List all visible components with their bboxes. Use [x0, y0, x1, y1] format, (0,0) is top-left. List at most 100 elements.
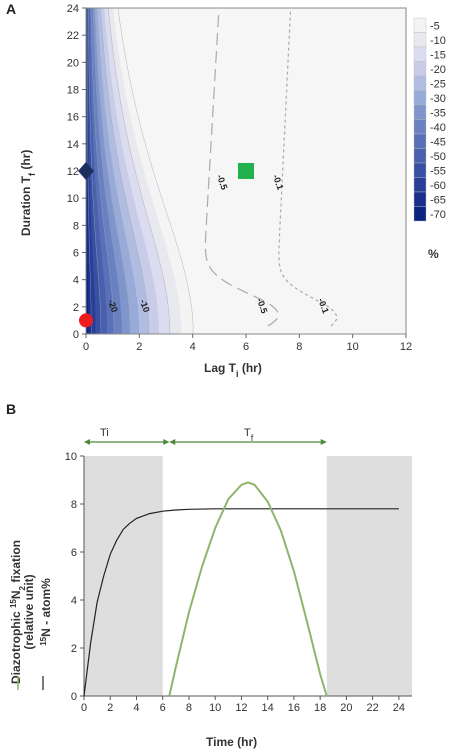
shaded-region — [84, 456, 163, 696]
colorbar-label: -70 — [430, 209, 446, 221]
circle-marker — [79, 313, 93, 328]
x-tick-label: 8 — [186, 702, 192, 714]
panel-b-ylabel-line1b: N — [9, 590, 23, 599]
x-tick-label: 10 — [209, 702, 221, 714]
colorbar-unit: % — [428, 247, 439, 261]
contour-label: -0.1 — [271, 173, 286, 191]
x-tick-label: 20 — [340, 702, 352, 714]
heatmap-fill — [85, 7, 194, 335]
colorbar-swatch — [413, 162, 427, 178]
panel-b-ylabel-line3: 15N - atom% — [39, 578, 54, 646]
arrow-head-left — [169, 439, 176, 445]
x-tick-label: 16 — [288, 702, 300, 714]
arrow-head-left — [84, 439, 90, 445]
colorbar-swatch — [413, 177, 427, 193]
y-tick-label: 2 — [73, 302, 79, 314]
y-tick-label: 0 — [71, 691, 77, 703]
x-tick-label: 14 — [262, 702, 274, 714]
y-tick-label: 8 — [71, 499, 77, 511]
contour-labels: -0.5 -0.1 -0.5 -0.1 -20 -10 — [106, 173, 331, 315]
arrow-head-right — [320, 439, 327, 445]
panel-b-ylabel-line2: (relative unit) — [22, 574, 36, 649]
panel-b-ylabel-line1-text: Diazotrophic — [9, 608, 23, 684]
x-tick-label: 0 — [81, 702, 87, 714]
y-tick-label: 16 — [67, 112, 79, 124]
contour-lines — [204, 9, 338, 327]
heatmap-markers — [78, 162, 254, 328]
colorbar-label: -10 — [430, 35, 446, 47]
panel-b-ylabel-line1: Diazotrophic 15N2 fixation — [9, 540, 27, 684]
panel-b-ylabel-sub1: 2 — [18, 585, 27, 590]
panel-a-ylabel-sub: f — [27, 172, 37, 176]
panel-a-xlabel-sub: i — [236, 369, 239, 379]
colorbar: -5 -10 -15 -20 -25 -30 -35 -40 -45 -50 -55 -60 -65 -7… — [413, 17, 446, 222]
contour-label: -0.5 — [215, 173, 230, 191]
x-tick-label: 6 — [160, 702, 166, 714]
y-tick-label: 0 — [73, 329, 79, 341]
colorbar-swatch — [413, 17, 427, 33]
x-tick-label: 4 — [190, 341, 196, 353]
y-tick-label: 10 — [67, 193, 79, 205]
colorbar-swatch — [413, 46, 427, 62]
contour-label: -0.5 — [255, 297, 270, 315]
x-tick-label: 2 — [107, 702, 113, 714]
panel-a-ylabel: Duration Tf (hr) — [19, 150, 37, 236]
colorbar-swatch — [413, 32, 427, 48]
colorbar-label: -65 — [430, 194, 446, 206]
contour-label: -20 — [106, 298, 120, 314]
contour-line-minus-0.5 — [204, 9, 279, 327]
panel-b-letter: B — [6, 401, 16, 417]
contour-label: -10 — [138, 298, 152, 314]
x-tick-label: 0 — [83, 341, 89, 353]
tf-label-main: T — [244, 427, 251, 439]
ti-label: Ti — [100, 427, 109, 439]
colorbar-label: -35 — [430, 107, 446, 119]
panel-a-xlabel-unit: (hr) — [239, 361, 262, 375]
panel-a-xlabel: Lag Ti (hr) — [204, 361, 262, 379]
colorbar-label: -60 — [430, 180, 446, 192]
panel-b-xlabel: Time (hr) — [206, 735, 257, 749]
colorbar-label: -20 — [430, 64, 446, 76]
x-tick-label: 10 — [347, 341, 359, 353]
panel-a-ylabel-unit: (hr) — [19, 150, 33, 173]
y-tick-label: 6 — [71, 547, 77, 559]
colorbar-swatch — [413, 61, 427, 77]
x-tick-label: 8 — [296, 341, 302, 353]
y-tick-label: 4 — [71, 595, 77, 607]
contour-band--70 — [86, 8, 89, 334]
interval-arrows — [84, 439, 327, 445]
contour-line-minus-0.1 — [278, 9, 338, 327]
colorbar-swatch — [413, 148, 427, 164]
panel-b-ylabel-line3-sup: 15 — [39, 636, 48, 645]
y-tick-label: 18 — [67, 85, 79, 97]
y-tick-label: 6 — [73, 248, 79, 260]
x-tick-label: 18 — [314, 702, 326, 714]
colorbar-swatch — [413, 119, 427, 135]
panel-a-xlabel-main: Lag T — [204, 361, 237, 375]
x-tick-label: 6 — [243, 341, 249, 353]
panel-b-ylabel-line1c: fixation — [9, 540, 23, 586]
y-tick-label: 24 — [67, 3, 79, 15]
x-tick-label: 22 — [367, 702, 379, 714]
panel-b-series — [83, 481, 399, 697]
colorbar-swatch — [413, 133, 427, 149]
y-tick-label: 12 — [67, 166, 79, 178]
y-tick-label: 10 — [65, 451, 77, 463]
x-tick-label: 24 — [393, 702, 405, 714]
colorbar-label: -15 — [430, 49, 446, 61]
panel-a-ylabel-main: Duration T — [19, 175, 33, 236]
y-tick-label: 20 — [67, 57, 79, 69]
colorbar-swatch — [413, 90, 427, 106]
y-tick-label: 14 — [67, 139, 79, 151]
colorbar-label: -5 — [430, 20, 440, 32]
tf-label-sub: f — [251, 433, 254, 443]
colorbar-swatch — [413, 206, 427, 222]
x-tick-label: 12 — [400, 341, 412, 353]
colorbar-label: -40 — [430, 122, 446, 134]
x-tick-label: 12 — [235, 702, 247, 714]
colorbar-label: -45 — [430, 136, 446, 148]
